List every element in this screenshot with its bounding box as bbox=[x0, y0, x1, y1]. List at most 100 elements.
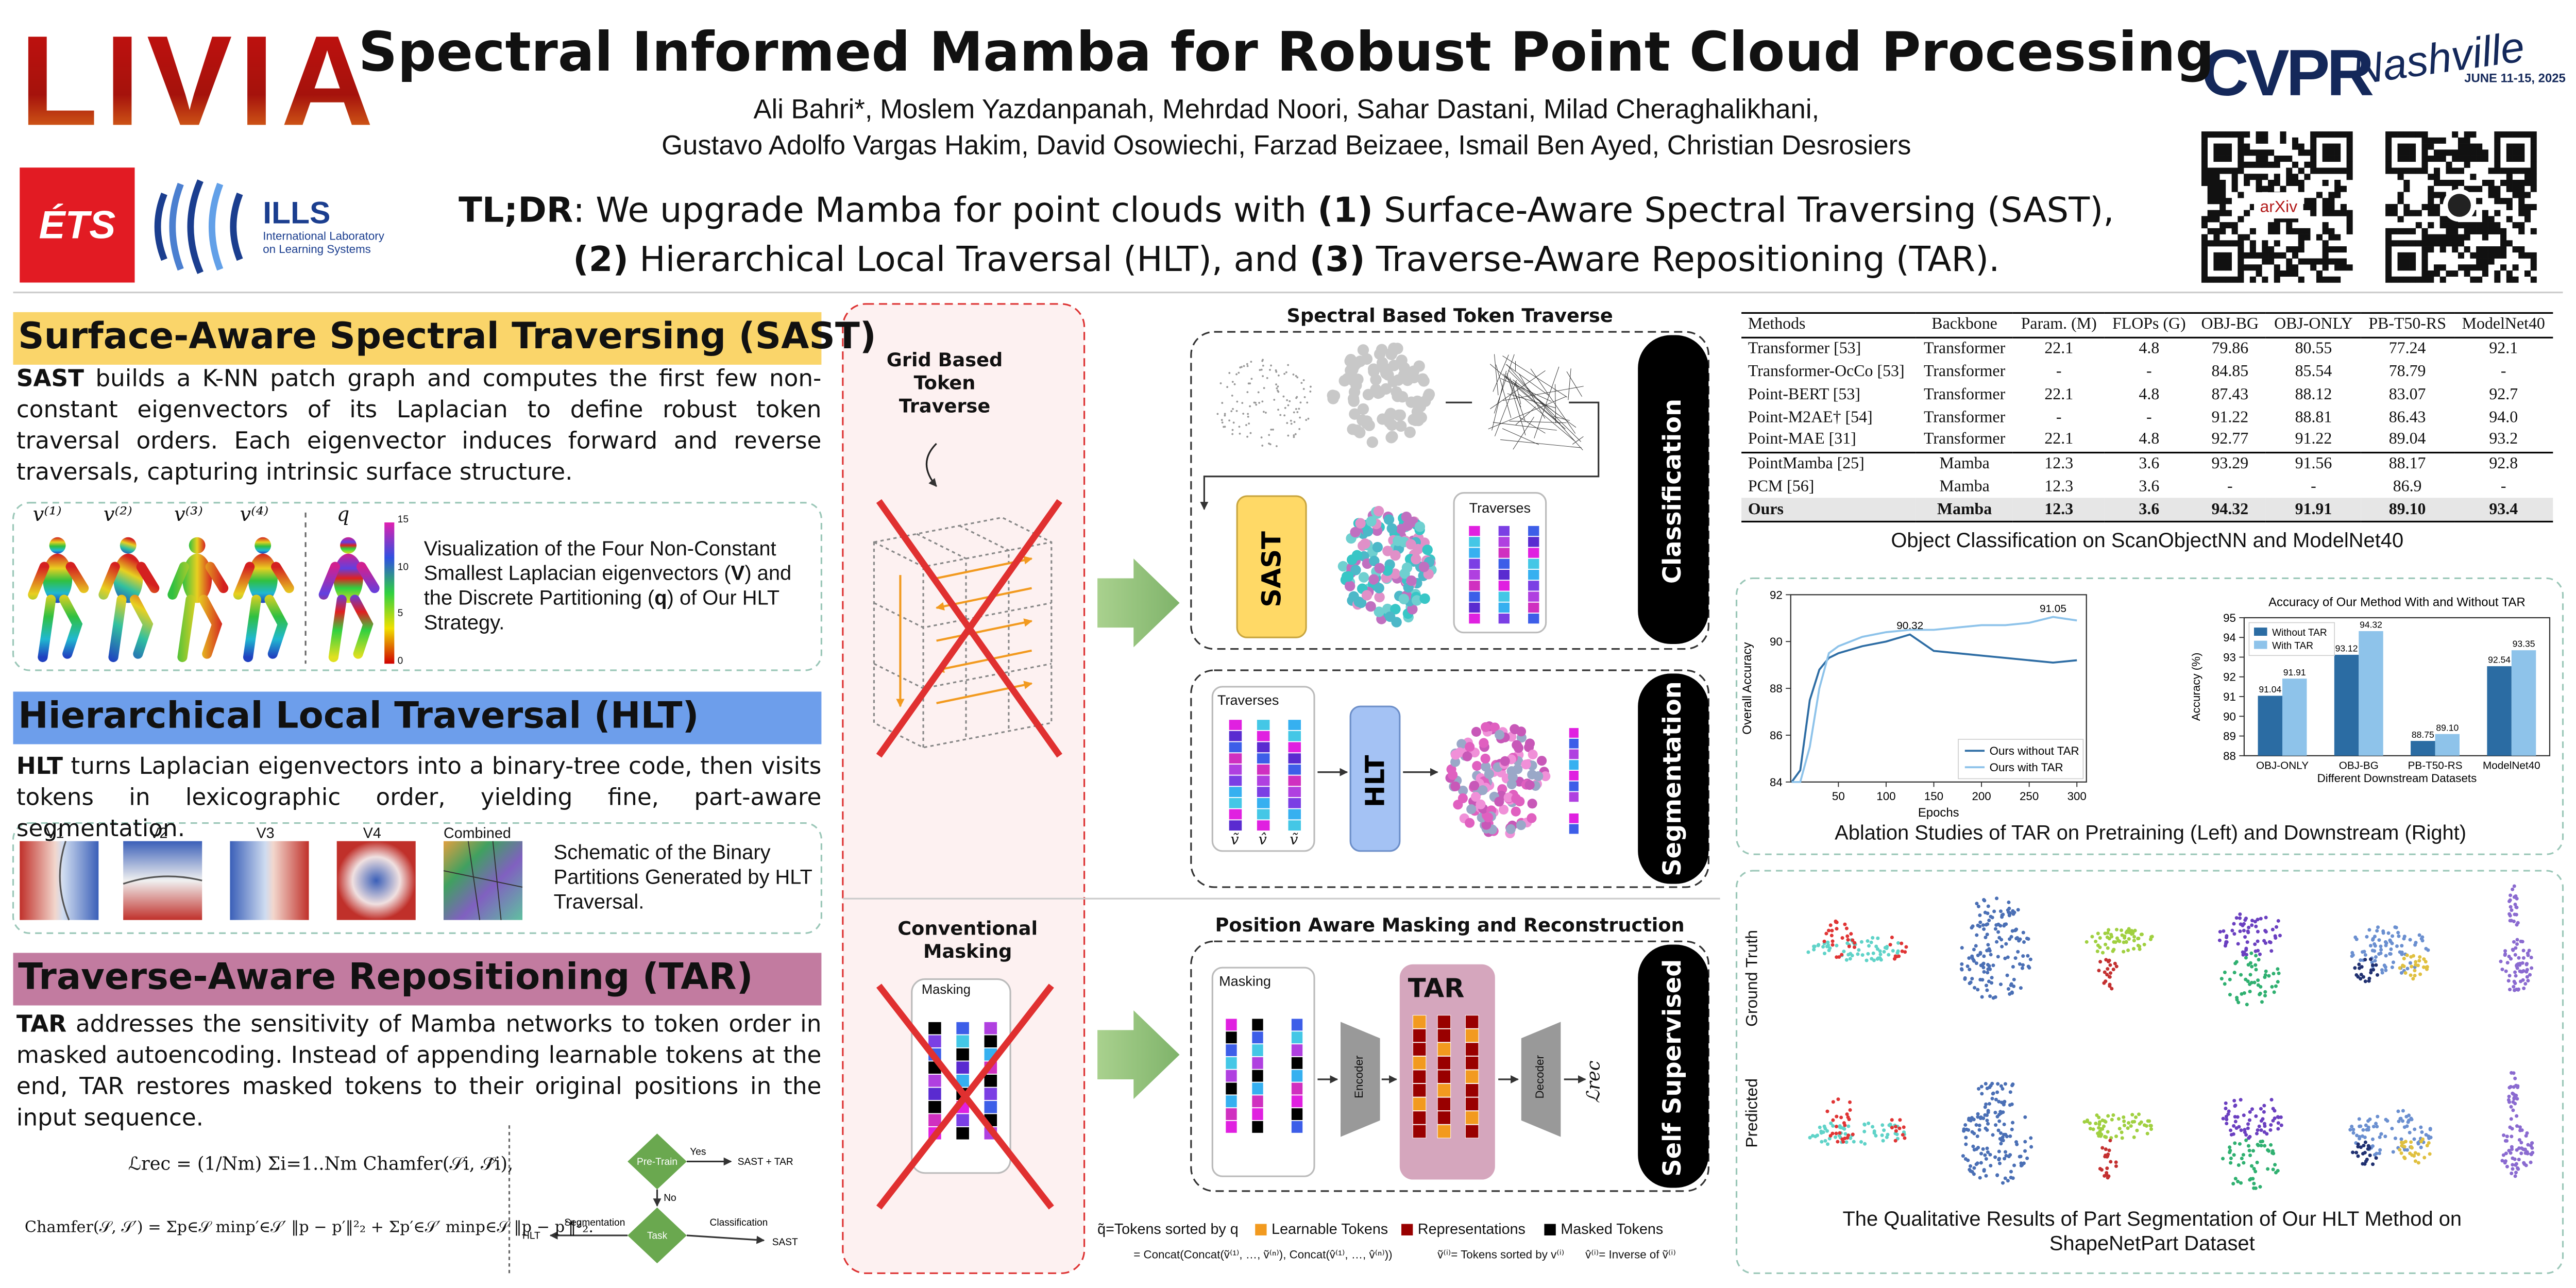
y-axis-label: Accuracy (%) bbox=[2190, 653, 2202, 721]
point bbox=[2276, 1121, 2280, 1125]
point bbox=[1834, 1125, 1838, 1129]
sast-block bbox=[1236, 495, 1307, 638]
point bbox=[1971, 1144, 1975, 1148]
qr-module bbox=[2439, 234, 2446, 241]
qr-module bbox=[2304, 258, 2311, 265]
point bbox=[2240, 1157, 2244, 1161]
token bbox=[1228, 719, 1243, 731]
traverse-label: v̂ bbox=[1258, 833, 1267, 850]
mesh-edge bbox=[1507, 379, 1521, 408]
point bbox=[1369, 555, 1380, 566]
point bbox=[1967, 1128, 1971, 1132]
qr-module bbox=[2397, 143, 2404, 150]
qr-module bbox=[2219, 264, 2226, 271]
figure-torso bbox=[113, 553, 143, 603]
point bbox=[2012, 977, 2016, 981]
keyword: TAR bbox=[16, 1012, 67, 1039]
qr-module bbox=[2476, 264, 2483, 271]
qr-module bbox=[2494, 246, 2501, 253]
point bbox=[1479, 738, 1489, 748]
legend-swatch bbox=[2254, 628, 2267, 636]
point bbox=[2106, 967, 2110, 971]
point bbox=[1997, 1161, 2002, 1165]
point bbox=[2363, 958, 2367, 962]
qr-module bbox=[2476, 228, 2483, 234]
point bbox=[2371, 968, 2376, 972]
qr-module bbox=[2464, 156, 2470, 162]
point bbox=[1348, 360, 1361, 371]
point bbox=[1233, 383, 1236, 385]
point bbox=[1890, 1126, 1894, 1130]
point bbox=[2272, 972, 2276, 976]
point bbox=[2012, 1163, 2016, 1167]
point bbox=[1503, 792, 1514, 803]
qr-module bbox=[2262, 246, 2268, 253]
table-cell: Transformer bbox=[1923, 363, 2006, 381]
qr-module bbox=[2458, 149, 2464, 156]
token bbox=[1468, 558, 1481, 569]
point bbox=[2411, 977, 2415, 981]
point bbox=[2273, 1116, 2277, 1121]
point bbox=[1985, 933, 1989, 937]
point bbox=[2397, 934, 2401, 938]
point bbox=[1231, 381, 1234, 383]
point bbox=[1472, 761, 1482, 771]
point bbox=[2230, 928, 2234, 933]
point bbox=[1822, 952, 1826, 956]
token bbox=[1251, 1056, 1264, 1070]
figure-label: v⁽²⁾ bbox=[103, 502, 132, 526]
point bbox=[1828, 923, 1833, 927]
point bbox=[1287, 434, 1290, 437]
qr-module bbox=[2268, 228, 2275, 234]
qr-module bbox=[2410, 228, 2416, 234]
qr-module bbox=[2452, 167, 2459, 174]
qr-module bbox=[2292, 179, 2299, 187]
point bbox=[2103, 1134, 2107, 1139]
caption-symbol: V bbox=[731, 562, 745, 585]
point bbox=[2427, 1136, 2431, 1140]
point bbox=[2003, 956, 2007, 960]
point bbox=[1900, 941, 1904, 945]
qr-module bbox=[2385, 276, 2392, 283]
point bbox=[1276, 387, 1278, 389]
point bbox=[1985, 1146, 1989, 1150]
token bbox=[1568, 738, 1579, 749]
point bbox=[1830, 928, 1834, 933]
point bbox=[1245, 424, 1247, 426]
qr-module bbox=[2464, 270, 2470, 277]
point bbox=[2508, 913, 2512, 918]
point bbox=[2374, 1122, 2378, 1126]
qr-module bbox=[2219, 198, 2226, 205]
token bbox=[1291, 1031, 1303, 1044]
point bbox=[1262, 359, 1264, 361]
point bbox=[2254, 954, 2258, 958]
qr-module bbox=[2219, 276, 2226, 283]
qr-module bbox=[2280, 270, 2286, 277]
mesh-edge bbox=[1492, 370, 1507, 431]
point bbox=[2259, 1143, 2263, 1147]
token bbox=[984, 1021, 998, 1035]
point bbox=[1974, 1162, 1978, 1166]
qr-module bbox=[2397, 216, 2404, 223]
point bbox=[2094, 939, 2098, 943]
flow-label: Classification bbox=[710, 1217, 768, 1228]
point bbox=[2513, 1076, 2517, 1080]
bar-chart: Accuracy of Our Method With and Without … bbox=[2190, 596, 2551, 785]
token bbox=[1437, 1111, 1451, 1125]
token bbox=[956, 1127, 970, 1140]
point bbox=[1870, 957, 1874, 961]
token bbox=[1437, 1042, 1451, 1056]
point bbox=[2414, 941, 2418, 945]
point bbox=[2402, 1155, 2406, 1159]
qr-module bbox=[2415, 167, 2422, 174]
point bbox=[1862, 1129, 1867, 1133]
mesh-edge bbox=[1519, 417, 1546, 434]
point bbox=[1835, 927, 1839, 931]
qr-module bbox=[2310, 258, 2317, 265]
point bbox=[2358, 1137, 2362, 1141]
qr-module bbox=[2298, 179, 2304, 187]
qr-module bbox=[2316, 131, 2323, 138]
qr-module bbox=[2530, 167, 2537, 174]
figure-head bbox=[189, 537, 206, 554]
table-cell: 3.6 bbox=[2139, 478, 2160, 496]
